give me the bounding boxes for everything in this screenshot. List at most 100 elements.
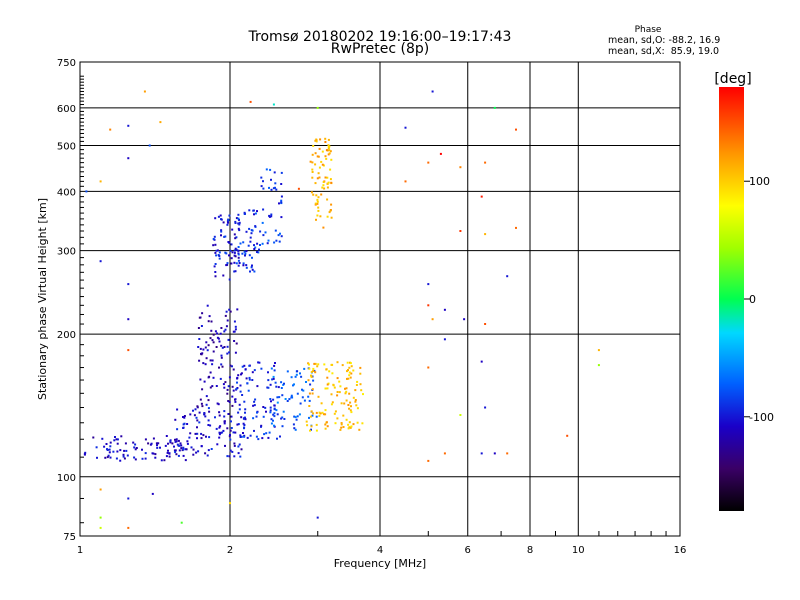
data-point: [249, 236, 252, 239]
data-point: [209, 359, 212, 362]
data-point: [237, 445, 240, 448]
data-point: [99, 180, 102, 183]
data-point: [361, 422, 364, 425]
data-point: [228, 351, 231, 354]
data-point: [318, 176, 321, 179]
data-point: [319, 138, 322, 141]
data-point: [270, 178, 272, 181]
data-point: [249, 240, 252, 243]
data-point: [362, 393, 364, 396]
data-point: [329, 178, 332, 181]
data-point: [206, 349, 209, 352]
data-point: [359, 366, 362, 369]
data-point: [228, 254, 230, 257]
data-point: [229, 249, 232, 252]
data-point: [254, 212, 257, 215]
data-point: [252, 417, 255, 420]
data-point: [269, 411, 272, 414]
data-point: [272, 103, 275, 106]
data-point: [431, 318, 434, 321]
data-point: [227, 221, 229, 224]
data-point: [330, 181, 333, 184]
data-point: [216, 402, 219, 405]
data-point: [329, 209, 332, 212]
data-point: [261, 437, 264, 440]
data-point: [178, 449, 181, 452]
data-point: [326, 182, 329, 185]
data-point: [325, 368, 328, 371]
data-point: [272, 413, 275, 416]
data-point: [238, 408, 241, 411]
data-point: [262, 406, 265, 408]
data-point: [183, 415, 186, 417]
data-point: [327, 147, 330, 150]
data-point: [314, 202, 317, 205]
data-point: [330, 403, 333, 406]
data-point: [200, 437, 203, 440]
data-point: [348, 366, 351, 369]
data-point: [208, 410, 211, 413]
data-point: [259, 244, 261, 246]
data-point: [207, 424, 210, 426]
data-point: [144, 457, 147, 460]
data-point: [276, 413, 279, 416]
data-point: [274, 186, 276, 189]
data-point: [229, 429, 232, 432]
data-point: [231, 251, 234, 254]
data-point: [310, 370, 313, 373]
data-point: [292, 423, 295, 426]
data-point: [308, 363, 310, 366]
data-point: [231, 385, 234, 388]
data-point: [127, 124, 130, 127]
data-point: [205, 357, 208, 360]
data-point: [267, 379, 270, 382]
data-point: [256, 210, 258, 213]
data-point: [237, 213, 240, 216]
data-point: [229, 310, 232, 313]
data-point: [345, 390, 348, 393]
data-point: [331, 372, 334, 375]
x-tick-label: 8: [527, 545, 533, 556]
data-point: [237, 217, 240, 220]
data-point: [205, 435, 207, 438]
data-point: [293, 415, 296, 418]
data-point: [127, 157, 130, 160]
data-point: [197, 327, 200, 329]
data-point: [168, 455, 171, 458]
data-point: [349, 376, 352, 379]
data-point: [205, 341, 208, 344]
data-point: [281, 394, 284, 397]
data-point: [493, 106, 496, 109]
data-point: [316, 200, 319, 203]
data-point: [204, 363, 207, 366]
data-point: [200, 325, 203, 327]
data-point: [320, 160, 323, 163]
data-point: [349, 409, 352, 412]
data-point: [484, 161, 487, 164]
data-point: [186, 442, 189, 445]
data-point: [249, 100, 252, 103]
data-point: [272, 419, 274, 422]
data-point: [109, 128, 112, 131]
data-point: [116, 438, 119, 441]
data-point: [262, 187, 265, 190]
data-point: [308, 399, 311, 402]
data-point: [314, 152, 317, 155]
data-point: [269, 406, 272, 409]
data-point: [250, 266, 253, 269]
data-point: [258, 361, 261, 364]
data-point: [112, 450, 115, 453]
data-point: [317, 155, 320, 158]
data-point: [208, 436, 211, 439]
data-point: [175, 438, 178, 441]
data-point: [165, 435, 168, 437]
data-point: [109, 456, 112, 459]
data-point: [229, 449, 232, 452]
data-point: [224, 444, 226, 447]
data-point: [225, 264, 228, 267]
data-point: [208, 315, 211, 318]
data-point: [233, 233, 236, 236]
data-point: [228, 214, 231, 217]
data-point: [280, 199, 283, 202]
data-point: [223, 386, 226, 389]
